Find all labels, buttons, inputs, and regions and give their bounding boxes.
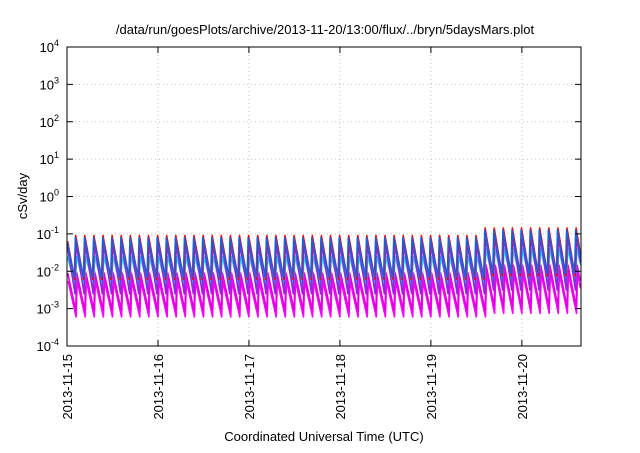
y-axis-label: cSv/day (15, 172, 30, 219)
y-tick-label: 10-4 (37, 337, 59, 354)
y-tick-base: 10 (40, 152, 54, 167)
y-tick-exponent: 0 (54, 188, 59, 198)
y-tick-label: 10-3 (37, 300, 59, 317)
y-tick-exponent: 2 (54, 113, 59, 123)
y-tick-base: 10 (40, 115, 54, 130)
x-tick-label: 2013-11-19 (424, 354, 439, 420)
y-tick-exponent: -1 (51, 225, 59, 235)
y-tick-base: 10 (40, 40, 54, 55)
y-tick-base: 10 (37, 302, 51, 317)
y-tick-base: 10 (37, 227, 51, 242)
x-tick-label: 2013-11-17 (242, 354, 257, 420)
series-group (66, 227, 582, 318)
x-axis: 2013-11-15 2013-11-16 2013-11-17 2013-11-18… (60, 47, 530, 420)
y-tick-exponent: 3 (54, 75, 59, 85)
y-tick-base: 10 (37, 339, 51, 354)
y-tick-base: 10 (40, 190, 54, 205)
y-tick-exponent: 1 (54, 150, 59, 160)
y-tick-exponent: 4 (54, 38, 59, 48)
x-tick-label: 2013-11-20 (515, 354, 530, 420)
y-tick-base: 10 (40, 77, 54, 92)
y-tick-exponent: -2 (51, 262, 59, 272)
y-tick-label: 10-2 (37, 262, 59, 279)
x-tick-label: 2013-11-15 (60, 354, 75, 420)
y-tick-label: 102 (40, 113, 59, 130)
series-line-1 (66, 264, 581, 312)
y-tick-exponent: -3 (51, 300, 59, 310)
y-tick-label: 100 (40, 188, 59, 205)
chart-title: /data/run/goesPlots/archive/2013-11-20/1… (116, 22, 535, 37)
x-tick-label: 2013-11-18 (333, 354, 348, 420)
y-tick-exponent: -4 (51, 337, 59, 347)
series-line-5 (66, 229, 582, 278)
y-tick-label: 104 (40, 38, 59, 55)
y-tick-base: 10 (37, 264, 51, 279)
y-tick-label: 10-1 (37, 225, 59, 242)
x-axis-label: Coordinated Universal Time (UTC) (224, 429, 423, 444)
y-tick-label: 103 (40, 75, 59, 92)
y-tick-label: 101 (40, 150, 59, 167)
x-tick-label: 2013-11-16 (151, 354, 166, 420)
